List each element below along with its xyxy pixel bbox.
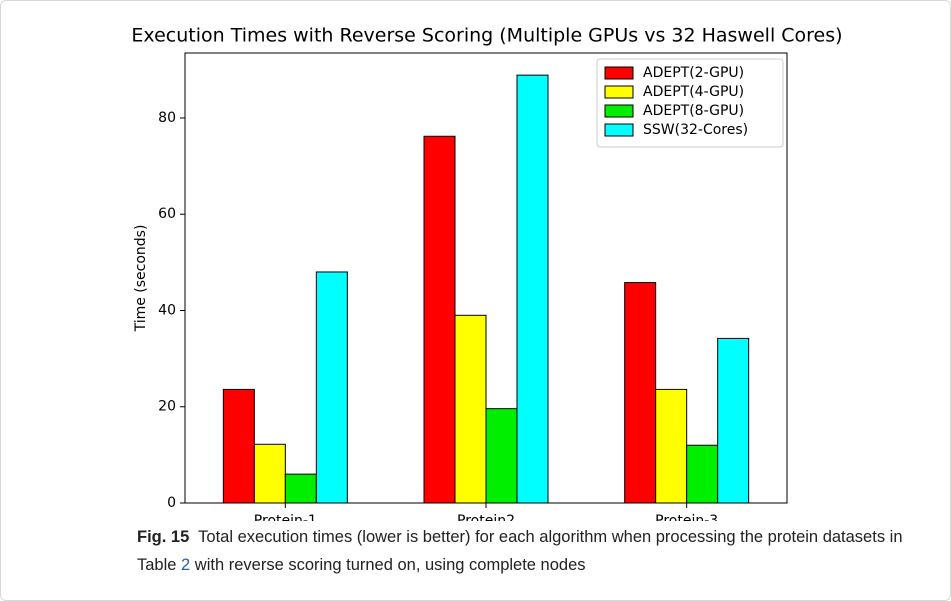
table-link[interactable]: 2	[181, 556, 191, 574]
bar	[253, 443, 286, 504]
y-tick-label: 20	[158, 399, 176, 415]
legend-box	[596, 58, 784, 148]
bar	[655, 388, 688, 504]
legend-swatch	[604, 66, 634, 80]
legend-swatch	[604, 104, 634, 118]
y-axis-label: Time (seconds)	[133, 225, 149, 333]
bar	[686, 444, 719, 504]
caption-label: Fig. 15	[137, 528, 190, 546]
bar	[222, 388, 255, 504]
caption-text: Total execution times (lower is better) …	[137, 528, 903, 574]
chart-title: Execution Times with Reverse Scoring (Mu…	[131, 25, 842, 47]
bar	[284, 473, 317, 504]
plot-frame	[184, 52, 788, 504]
legend-label: SSW(32-Cores)	[643, 122, 748, 138]
legend-label: ADEPT(2-GPU)	[643, 65, 744, 81]
x-tick-label: Protein-3	[655, 513, 718, 521]
bar	[454, 314, 487, 504]
bar	[717, 337, 750, 504]
bar	[423, 135, 456, 504]
chart: Execution Times with Reverse Scoring (Mu…	[131, 25, 842, 522]
bar	[516, 74, 549, 504]
y-tick-label: 0	[167, 495, 176, 511]
legend-label: ADEPT(8-GPU)	[643, 103, 744, 119]
caption-text: with reverse scoring turned on, using co…	[190, 556, 586, 574]
y-tick-label: 80	[158, 110, 176, 126]
legend-swatch	[604, 123, 634, 137]
bar	[315, 271, 348, 504]
x-tick-label: Protein-1	[254, 513, 317, 521]
caption: Fig. 15 Total execution times (lower is …	[137, 523, 937, 579]
legend-label: ADEPT(4-GPU)	[643, 84, 744, 100]
legend-swatch	[604, 85, 634, 99]
y-tick-label: 60	[158, 206, 176, 222]
x-tick-label: Protein2	[457, 513, 515, 521]
y-tick-label: 40	[158, 302, 176, 318]
bar	[485, 408, 518, 504]
bar	[624, 282, 657, 504]
